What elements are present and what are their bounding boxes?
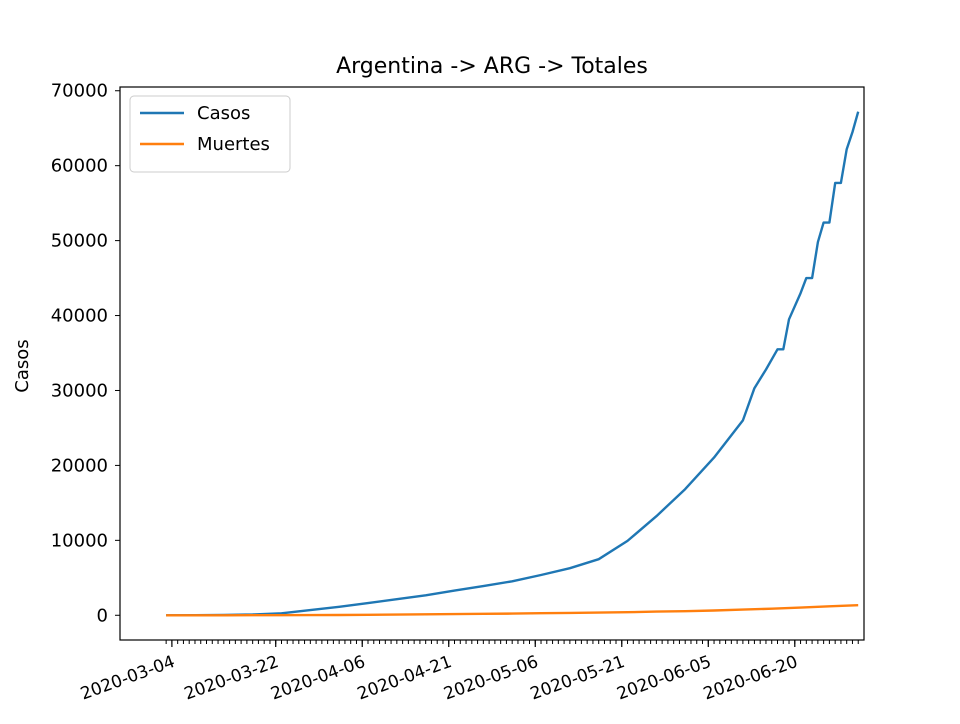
x-tick-label: 2020-03-22 [182, 652, 282, 705]
legend: Casos Muertes [129, 95, 291, 173]
y-tick-label: 70000 [51, 81, 108, 102]
series-line-casos [166, 111, 860, 617]
y-tick-label: 60000 [51, 156, 108, 177]
legend-label: Casos [197, 103, 250, 124]
series-line-muertes [166, 604, 859, 617]
plot-frame [119, 86, 865, 641]
y-axis-ticks: 0 10000 20000 30000 40000 50000 60000 70000 [51, 81, 120, 626]
legend-box [129, 95, 291, 173]
y-tick-label: 10000 [51, 530, 108, 551]
y-tick-label: 40000 [51, 306, 108, 327]
chart-title: Argentina -> ARG -> Totales [336, 54, 648, 79]
y-axis-label: Casos [12, 339, 33, 392]
x-tick-label: 2020-06-20 [701, 652, 801, 705]
x-tick-label: 2020-03-04 [78, 652, 178, 705]
y-tick-label: 0 [97, 605, 108, 626]
x-tick-label: 2020-04-21 [355, 652, 455, 705]
x-axis-ticks: 2020-03-04 2020-03-222020-04-062020-04-21… [78, 640, 859, 705]
x-tick-label: 2020-04-06 [268, 652, 368, 705]
x-tick-label: 2020-05-21 [528, 652, 628, 705]
x-tick-label: 2020-06-05 [614, 652, 714, 705]
series-lines [166, 111, 860, 617]
x-tick-label: 2020-05-06 [441, 652, 541, 705]
legend-label: Muertes [197, 134, 270, 155]
y-tick-label: 20000 [51, 455, 108, 476]
y-tick-label: 30000 [51, 380, 108, 401]
y-tick-label: 50000 [51, 231, 108, 252]
